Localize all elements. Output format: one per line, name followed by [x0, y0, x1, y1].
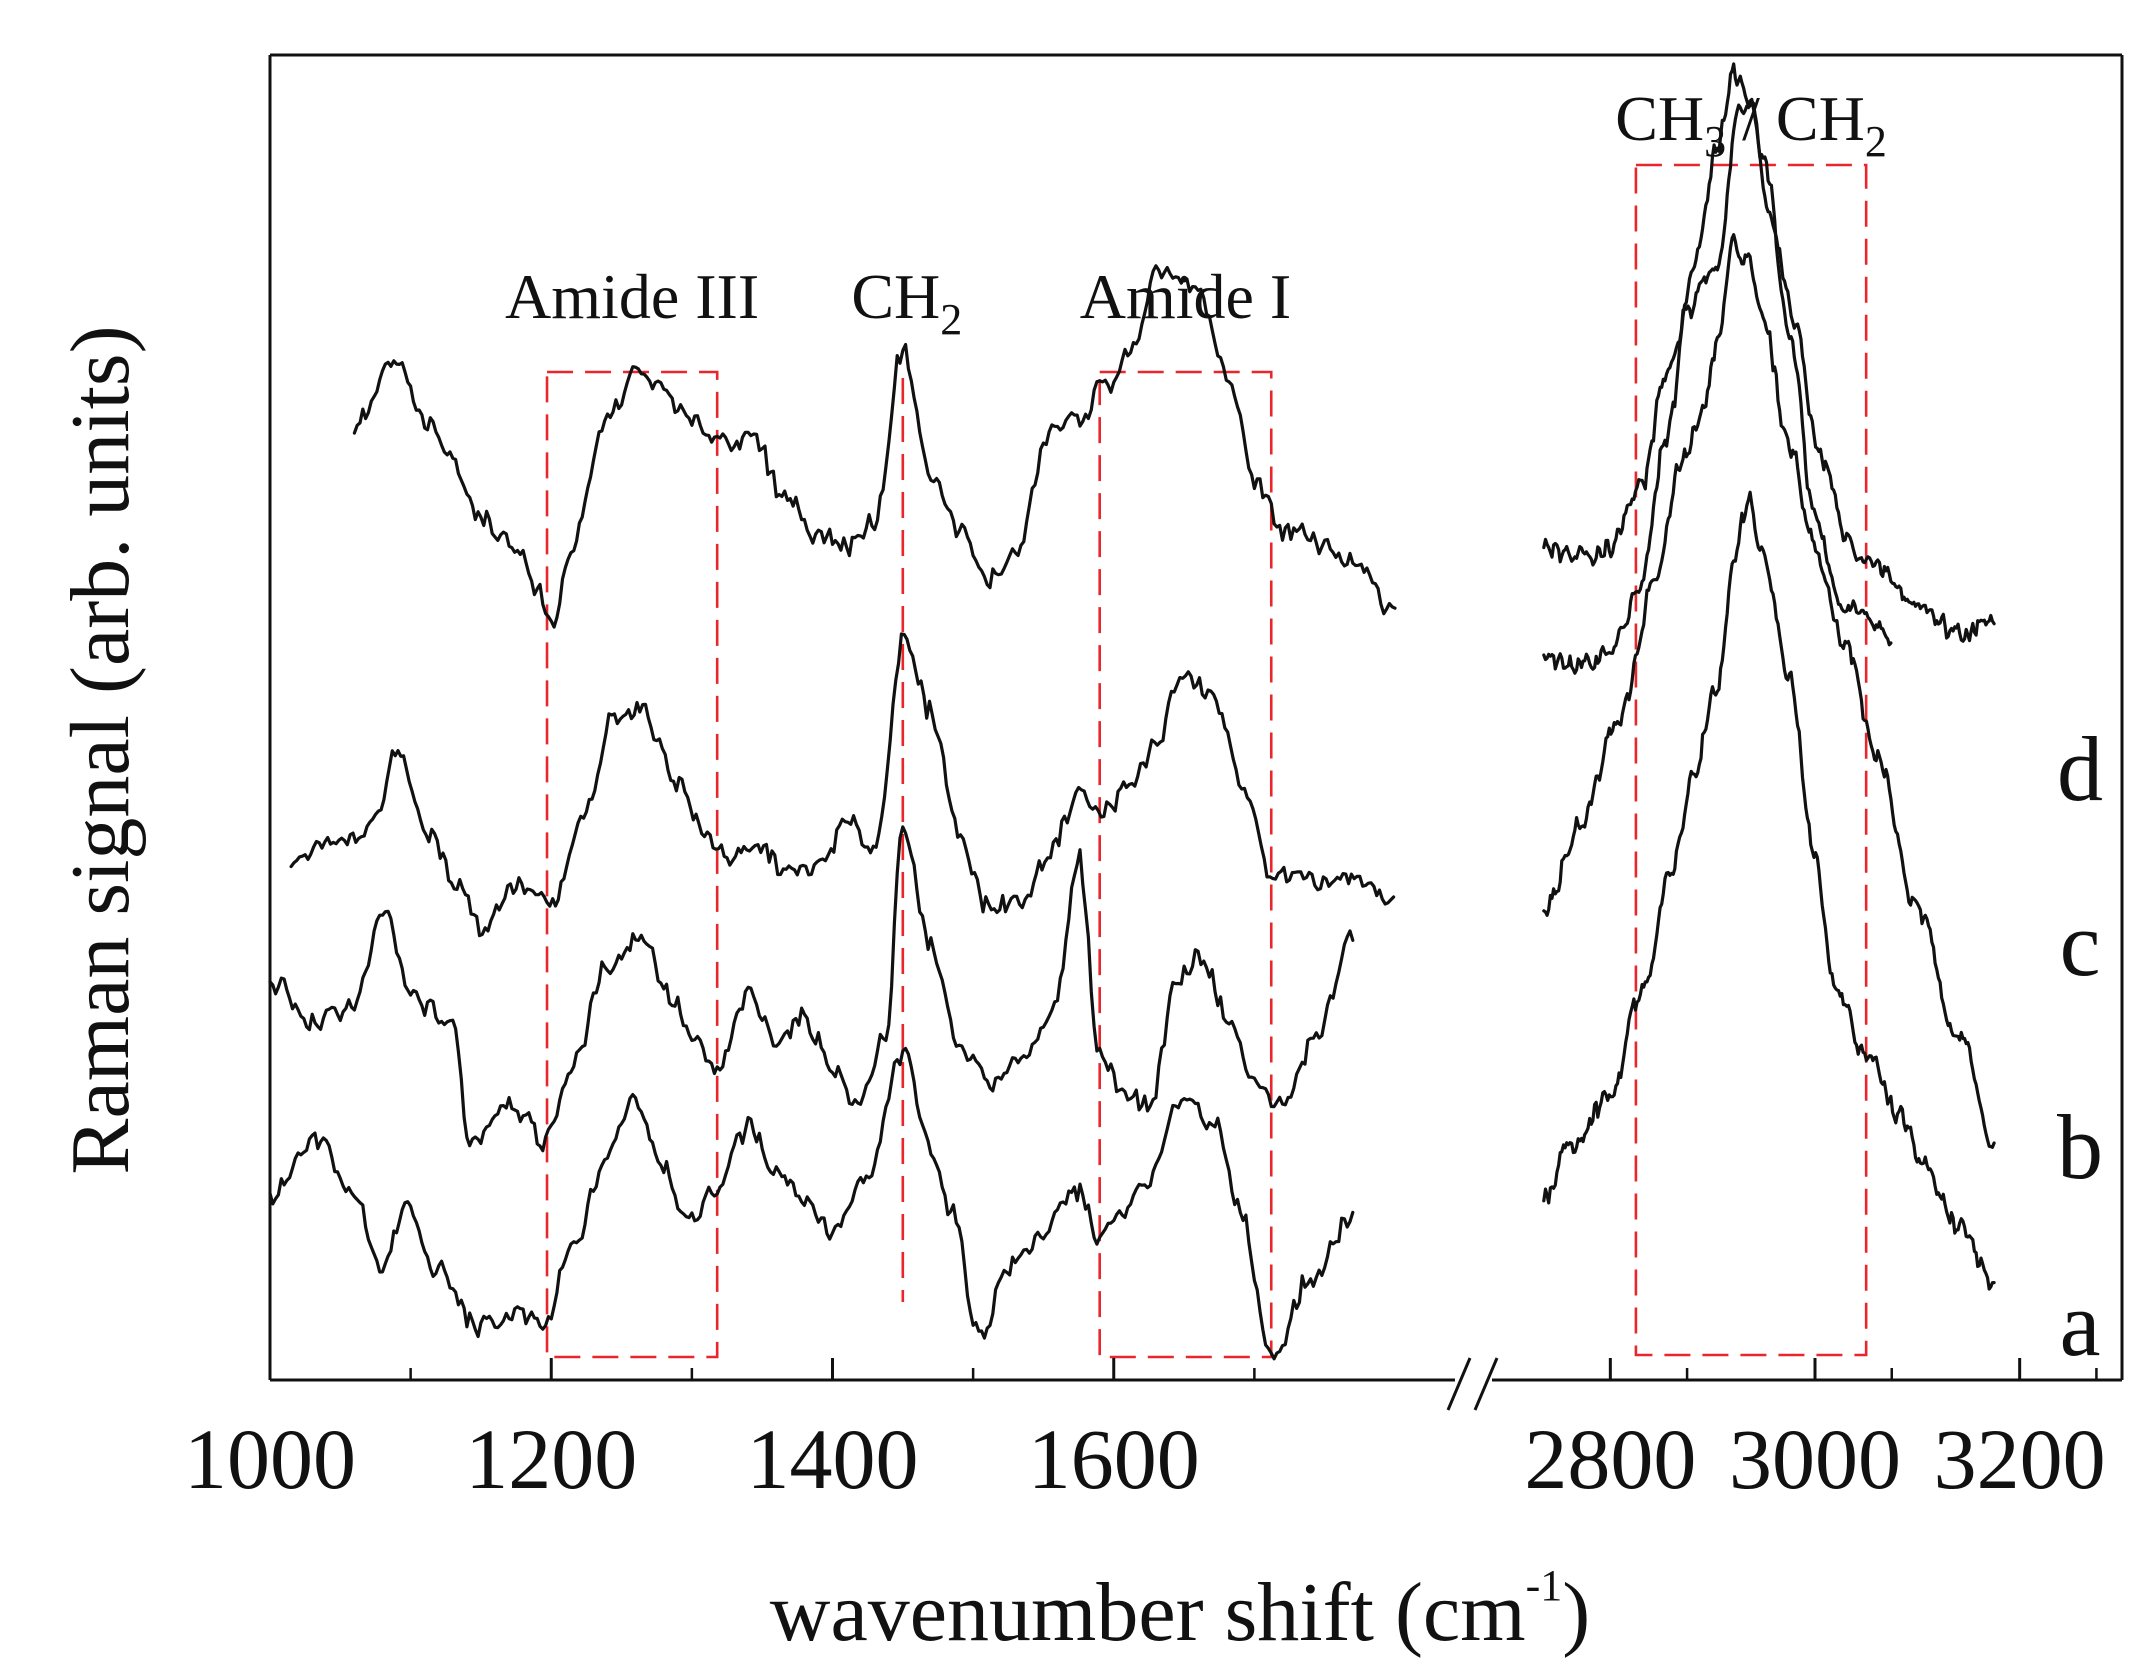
x-tick-labels: 1000 1200 1400 1600 2800 3000 3200: [184, 1411, 2106, 1507]
amide-iii-label: Amide III: [505, 261, 759, 332]
spectrum-b-low-range: [268, 825, 1355, 1153]
highlight-regions: [545, 163, 1868, 1359]
x-tick-label-1000: 1000: [184, 1411, 356, 1507]
amide-i-region-box: [1098, 370, 1273, 1359]
region-labels: Amide III CH2 Amide I CH3 / CH2: [505, 83, 1887, 344]
x-tick-label-1600: 1600: [1028, 1411, 1200, 1507]
x-axis-title-exponent: -1: [1526, 1561, 1563, 1610]
y-axis-title: Raman signal (arb. units): [54, 325, 147, 1174]
x-tick-label-1200: 1200: [465, 1411, 637, 1507]
spectrum-a-low-range: [268, 1046, 1355, 1361]
x-axis-title: wavenumber shift (cm-1): [770, 1561, 1590, 1659]
spectrum-d-high-range: [1542, 101, 1996, 643]
x-tick-label-1400: 1400: [747, 1411, 919, 1507]
axes-frame: [268, 53, 2124, 1411]
spectrum-d-low-range: [352, 264, 1397, 629]
spectrum-a-high-range: [1542, 490, 1996, 1291]
x-axis-title-main: wavenumber shift (cm: [770, 1566, 1526, 1659]
x-tick-label-3000: 3000: [1729, 1411, 1901, 1507]
spectrum-c-low-range: [289, 632, 1396, 938]
spectra-traces: [268, 62, 1996, 1361]
series-label-d: d: [2057, 718, 2103, 820]
series-label-a: a: [2060, 1273, 2101, 1375]
series-label-b: b: [2057, 1096, 2103, 1198]
ch2-label: CH2: [851, 261, 962, 344]
amide-iii-region-box: [545, 370, 719, 1359]
x-ticks: [268, 1358, 2098, 1380]
x-tick-label-3200: 3200: [1934, 1411, 2106, 1507]
axis-break-mark: [1446, 1357, 1499, 1411]
x-axis-title-close: ): [1562, 1566, 1590, 1659]
ch3-ch2-label: CH3 / CH2: [1615, 83, 1887, 166]
series-label-c: c: [2060, 893, 2101, 995]
spectrum-c-high-range: [1542, 62, 1893, 675]
x-tick-label-2800: 2800: [1524, 1411, 1696, 1507]
spectrum-b-high-range: [1542, 233, 1996, 1149]
ch3-ch2-region-box: [1634, 163, 1868, 1357]
amide-i-label: Amide I: [1080, 261, 1292, 332]
